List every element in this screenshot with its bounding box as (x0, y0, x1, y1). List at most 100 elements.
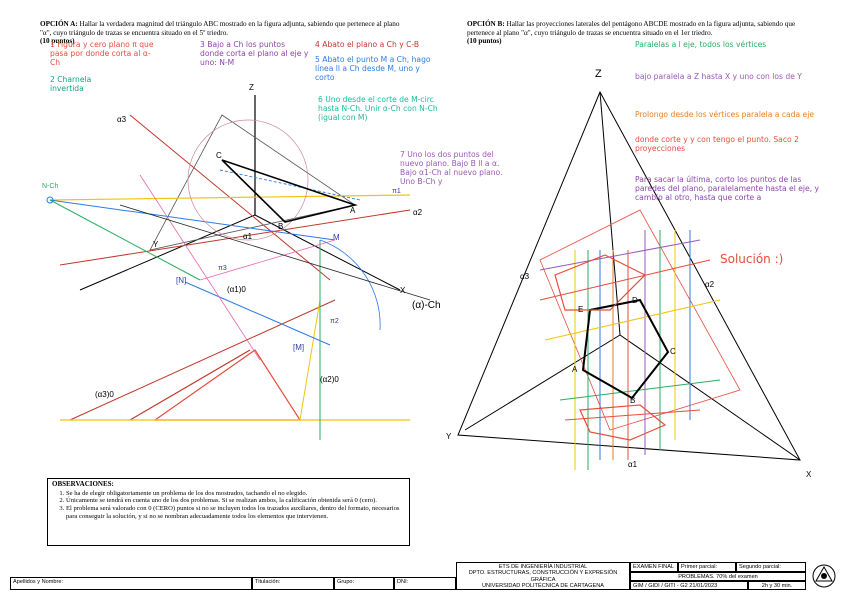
label-a-b: A (572, 365, 578, 374)
option-b-heading: OPCIÓN B: (467, 20, 505, 28)
label-pi1: π1 (392, 188, 401, 195)
note-a-2: 2 Charnela invertida (50, 75, 92, 93)
option-a-text: Hallar la verdadera magnitud del triángu… (40, 20, 400, 37)
note-b-3: Prolongo desde los vértices paralela a c… (635, 110, 815, 119)
option-b-statement: OPCIÓN B: Hallar las proyecciones latera… (467, 20, 812, 46)
label-alpha3: α3 (117, 115, 127, 124)
label-b: B (278, 222, 284, 231)
yellow-line-2 (299, 299, 321, 421)
first-partial[interactable]: Primer parcial: (678, 562, 736, 572)
green-line-1 (49, 199, 201, 281)
note-a-4: 4 Abato el plano a Ch y C-B (315, 40, 420, 49)
blue-line-1 (49, 199, 336, 241)
proj-line-10 (539, 239, 701, 271)
note-a-6: 6 Uno desde el corte de M-circ hasta N-C… (318, 95, 438, 122)
label-x: X (400, 286, 406, 295)
problems-weight: PROBLEMAS. 70% del examen (630, 572, 806, 581)
note-b-4: donde corte y y con tengo el punto. Saco… (635, 135, 799, 153)
exam-type: EXAMEN FINAL (630, 562, 678, 572)
pink-line-1 (199, 239, 336, 281)
label-c: C (216, 151, 222, 160)
school-name: ETS DE INGENIERÍA INDUSTRIAL (498, 564, 588, 570)
label-alpha1: α1 (243, 232, 253, 241)
label-z: Z (249, 83, 254, 92)
label-a: A (350, 206, 356, 215)
observation-item: El problema será valorado con 0 (CERO) p… (66, 505, 405, 520)
label-pi2: π2 (330, 318, 339, 325)
label-pi3: π3 (218, 265, 227, 272)
dept-name: DPTO. ESTRUCTURAS, CONSTRUCCIÓN Y EXPRES… (468, 570, 618, 583)
outer-triangle (457, 90, 801, 461)
field-apellidos[interactable]: Apellidos y Nombre: (10, 577, 252, 590)
university-logo (812, 564, 836, 588)
label-y: Y (153, 240, 159, 249)
note-a-1: 1 Figura y cero plano π que pasa por don… (50, 40, 154, 67)
label-alpha2o: (α2)0 (320, 375, 339, 384)
construction-circle (187, 119, 309, 241)
trace-triangle-b (539, 209, 741, 431)
observation-item: Únicamente se tendrá en cuenta uno de lo… (66, 497, 405, 505)
university-name: UNIVERSIDAD POLITÉCNICA DE CARTAGENA (482, 583, 604, 590)
note-a-5: 5 Abato el punto M a Ch, hago línea ll a… (315, 55, 431, 82)
label-n: [N] (176, 276, 187, 285)
note-a-3: 3 Bajo a Ch los puntos donde corta el pl… (200, 40, 309, 67)
alpha2-line (59, 209, 411, 266)
blue-arc (319, 239, 381, 331)
red-triangle-base (129, 349, 251, 421)
exam-code: GIM / GIDI / GITI - G2 21/01/2023 (630, 581, 748, 590)
field-titulacion[interactable]: Titulación: (252, 577, 334, 590)
label-e-b: E (578, 305, 584, 314)
field-grupo[interactable]: Grupo: (334, 577, 394, 590)
option-a-statement: OPCIÓN A: Hallar la verdadera magnitud d… (40, 20, 410, 46)
proj-line-12 (544, 299, 721, 341)
label-nch: N-Ch (42, 183, 59, 190)
pink-line-2 (139, 174, 261, 361)
label-alpha3-b: α3 (520, 272, 530, 281)
option-a-heading: OPCIÓN A: (40, 20, 78, 28)
observations-box: OBSERVACIONES: Se ha de elegir obligator… (47, 478, 410, 546)
note-b-solution: Solución :) (720, 252, 784, 266)
proj-line-13 (559, 379, 721, 401)
observation-item: Se ha de elegir obligatoriamente un prob… (66, 490, 405, 498)
charnela-line (119, 204, 431, 301)
triangle-abc (221, 159, 358, 223)
label-d-b: D (632, 296, 638, 305)
option-b-text: Hallar las proyecciones laterales del pe… (467, 20, 796, 37)
red-trace-line (69, 299, 336, 421)
label-alpha-ch: (α)-Ch (412, 300, 441, 311)
label-alpha2: α2 (413, 208, 423, 217)
note-a-7: 7 Uno los dos puntos del nuevo plano. Ba… (400, 150, 503, 186)
x-axis (254, 214, 401, 291)
blue-line-2 (184, 281, 331, 346)
note-b-1: Paralelas a l eje, todos los vértices (635, 40, 767, 49)
y-axis-b (464, 334, 621, 431)
label-m: M (333, 233, 340, 242)
lateral-projection-1 (554, 254, 647, 311)
yellow-line-1 (49, 194, 411, 201)
nch-point (46, 196, 54, 204)
blue-dashed-line (219, 169, 361, 201)
field-dni[interactable]: DNI: (394, 577, 456, 590)
label-b-b: B (630, 396, 636, 405)
exam-duration: 2h y 30 min. (748, 581, 806, 590)
option-b-points: (10 puntos) (467, 37, 502, 46)
proj-line-14 (564, 409, 701, 421)
lateral-projection-2 (579, 404, 667, 441)
z-axis-b (599, 91, 621, 336)
label-x-b: X (806, 470, 812, 479)
label-c-b: C (670, 347, 676, 356)
label-alpha2-b: α2 (705, 280, 715, 289)
label-alpha1-b: α1 (628, 460, 638, 469)
option-a-points: (10 puntos) (40, 37, 75, 46)
institution-block: ETS DE INGENIERÍA INDUSTRIAL DPTO. ESTRU… (456, 562, 630, 590)
label-y-b: Y (446, 432, 452, 441)
observations-title: OBSERVACIONES: (52, 480, 114, 488)
footer: Apellidos y Nombre: Titulación: Grupo: D… (0, 560, 848, 600)
trace-triangle (149, 114, 356, 251)
second-partial[interactable]: Segundo parcial: (736, 562, 806, 572)
label-m-bracket: [M] (293, 343, 305, 352)
label-z-b: Z (595, 68, 602, 80)
